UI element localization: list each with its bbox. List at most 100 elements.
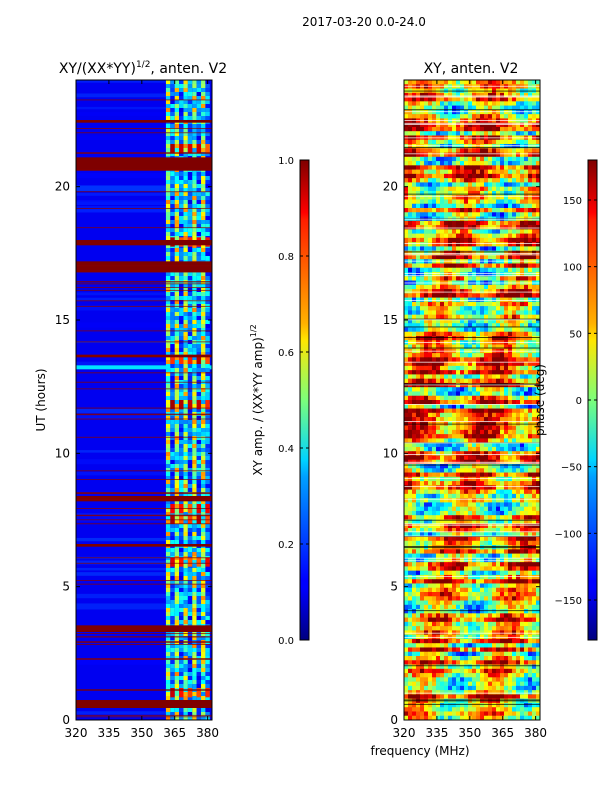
phase-cell [512,464,517,469]
amplitude-cell [192,636,197,641]
phase-cell [428,455,433,461]
amplitude-cell [201,256,206,261]
amplitude-cell [192,576,197,581]
phase-cell [436,438,441,443]
phase-cell [432,297,437,303]
phase-cell [432,284,437,290]
phase-cell [480,233,485,239]
amplitude-cell [201,252,206,257]
amplitude-cell [183,112,188,117]
phase-cell [496,199,501,205]
amplitude-cell [205,464,210,469]
phase-cell [524,267,529,273]
phase-cell [456,109,461,115]
phase-cell [468,353,473,358]
amplitude-cell [174,520,180,525]
amplitude-cell [179,500,184,505]
phase-cell [468,263,473,269]
amplitude-cell [179,668,184,673]
phase-cell [524,468,529,473]
phase-cell [480,169,485,175]
amplitude-flag-line [76,271,212,273]
amplitude-cell [179,196,184,201]
phase-cell [404,148,409,153]
amplitude-flag-line [76,407,212,409]
phase-cell [408,336,413,341]
amplitude-cell [165,308,171,313]
phase-cell [464,254,469,260]
phase-cell [432,293,437,298]
phase-cell [432,233,437,239]
phase-cell [456,417,461,422]
phase-cell [532,212,537,217]
phase-cell [488,92,493,98]
phase-cell [492,105,497,111]
phase-cell [468,246,473,251]
phase-cell [496,178,501,183]
phase-cell [480,442,485,448]
amplitude-cell [174,92,180,97]
amplitude-cell [192,336,197,341]
amplitude-cell [205,696,210,701]
phase-cell [480,472,485,478]
amplitude-cell [192,300,197,305]
amplitude-cell [170,500,175,505]
phase-cell [460,327,465,333]
phase-cell [524,105,529,111]
amplitude-noise-band [76,322,166,328]
phase-cell [516,284,521,290]
amplitude-cell [165,580,171,585]
amplitude-cell [174,440,180,445]
phase-cell [440,438,445,443]
phase-cell [512,297,517,303]
phase-cell [456,327,461,333]
phase-cell [496,318,501,324]
amplitude-cell [196,604,202,609]
phase-cell [528,434,533,439]
phase-cell [492,169,497,175]
phase-cell [492,336,497,341]
amplitude-cell [196,188,202,193]
amplitude-cell [179,612,184,617]
phase-cell [476,212,481,217]
phase-cell [524,344,529,350]
amplitude-cell [187,228,193,233]
phase-cell [432,220,437,226]
amplitude-cell [174,568,180,573]
phase-cell [420,237,425,243]
phase-cell [468,199,473,205]
phase-cell [460,365,465,371]
phase-cell [536,126,540,132]
phase-cell [456,173,461,179]
amplitude-cell [192,620,197,625]
phase-cell [436,344,441,350]
amplitude-cell [201,448,206,453]
phase-cell [536,173,540,179]
phase-cell [472,442,477,448]
amplitude-cell [174,244,180,249]
phase-cell [492,464,497,469]
phase-cell [420,267,425,273]
amplitude-cell [201,520,206,525]
phase-cell [528,289,533,294]
phase-cell [476,267,481,273]
phase-cell [464,293,469,298]
phase-cell [500,370,505,375]
phase-cell [456,361,461,367]
phase-cell [408,293,413,298]
phase-cell [436,152,441,158]
amplitude-cell [165,492,171,497]
phase-cell [460,92,465,98]
phase-cell [476,408,481,414]
phase-cell [424,263,429,269]
phase-cell [412,455,417,461]
phase-cell [488,254,493,260]
phase-cell [528,318,533,324]
phase-cell [524,318,529,324]
phase-cell [448,314,453,320]
phase-cell [512,126,517,132]
amplitude-cell [187,324,193,329]
phase-cell [444,178,449,183]
phase-cell [484,387,489,392]
amplitude-cell [187,104,193,109]
